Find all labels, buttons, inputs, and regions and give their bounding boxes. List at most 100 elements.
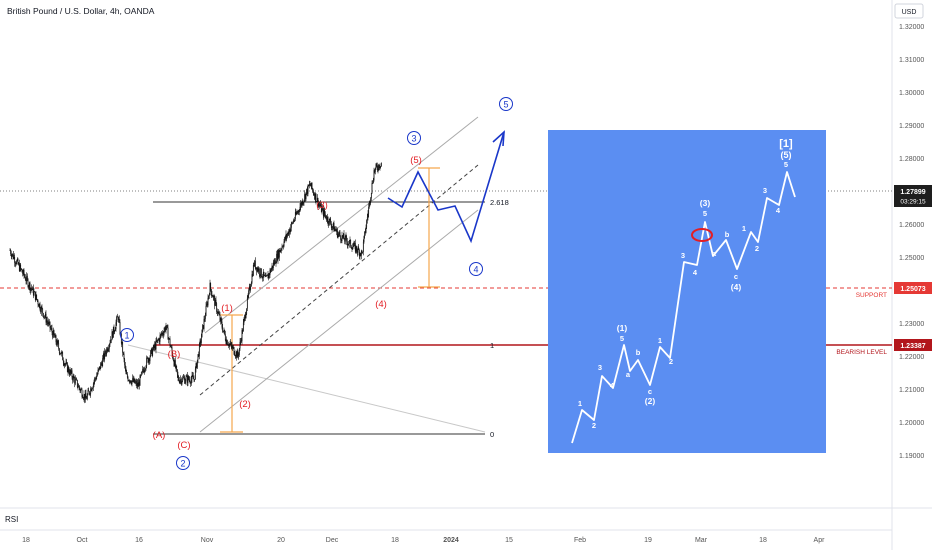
- candle-body: [89, 393, 91, 395]
- candle-body: [268, 273, 270, 279]
- candle-body: [63, 362, 65, 366]
- candle-body: [228, 345, 230, 347]
- candle-body: [188, 376, 190, 380]
- candle-body: [380, 162, 382, 167]
- candle-body: [260, 268, 262, 276]
- candle-body: [145, 366, 147, 370]
- candle-body: [318, 203, 320, 207]
- svg-text:4: 4: [473, 265, 478, 275]
- candle-body: [371, 183, 373, 193]
- countdown-value: 03:29:15: [900, 199, 926, 206]
- candle-body: [292, 222, 294, 224]
- candle-body: [230, 342, 232, 346]
- candle-body: [178, 377, 180, 381]
- candle-body: [118, 318, 120, 322]
- candle-body: [218, 311, 220, 314]
- candle-body: [266, 274, 268, 276]
- candle-body: [196, 359, 198, 368]
- candle-body: [9, 250, 11, 251]
- bearish-price-tag[interactable]: 1.23387: [894, 339, 932, 351]
- currency-button[interactable]: USD: [894, 3, 924, 19]
- candle-body: [364, 231, 366, 237]
- candle-body: [356, 246, 358, 252]
- candle-body: [288, 229, 290, 235]
- candle-body: [17, 259, 19, 265]
- candle-body: [249, 286, 251, 290]
- candles: [9, 162, 382, 404]
- candle-body: [76, 379, 78, 380]
- candle-body: [283, 241, 285, 247]
- candle-body: [53, 330, 55, 335]
- candle-body: [46, 320, 48, 323]
- candle-body: [113, 326, 115, 333]
- candle-body: [202, 325, 204, 330]
- candle-body: [183, 377, 185, 379]
- candle-body: [355, 246, 357, 252]
- candle-body: [31, 288, 33, 291]
- candle-body: [293, 220, 295, 222]
- candle-body: [193, 379, 195, 380]
- candle-body: [134, 382, 136, 384]
- svg-text:5: 5: [503, 100, 508, 110]
- candle-body: [292, 220, 294, 224]
- candle-body: [149, 356, 151, 362]
- candle-body: [351, 247, 353, 250]
- candle-body: [75, 378, 77, 380]
- candle-body: [186, 375, 188, 383]
- rsi-label[interactable]: RSI: [5, 515, 18, 524]
- candle-body: [95, 378, 97, 380]
- candle-body: [220, 318, 222, 322]
- candle-body: [163, 330, 165, 335]
- candle-body: [96, 373, 98, 376]
- candle-body: [305, 192, 307, 200]
- candle-body: [286, 234, 288, 237]
- candle-body: [162, 332, 164, 335]
- wave-label-blue-1: 1: [120, 328, 134, 342]
- candle-body: [246, 308, 248, 315]
- candle-body: [253, 264, 255, 266]
- candle-body: [362, 252, 364, 253]
- candle-body: [308, 184, 310, 187]
- candle-body: [26, 275, 28, 282]
- candle-body: [142, 369, 144, 372]
- support-price-tag[interactable]: 1.25073: [894, 282, 932, 294]
- candle-body: [42, 308, 44, 314]
- candle-body: [224, 329, 226, 335]
- candle-body: [171, 347, 173, 353]
- candle-body: [186, 375, 188, 377]
- candle-body: [108, 348, 110, 350]
- candle-body: [312, 190, 314, 194]
- candle-body: [334, 228, 336, 231]
- current-price-tag[interactable]: 1.27899 03:29:15: [894, 185, 932, 207]
- inset-label-1c: 1: [742, 224, 746, 233]
- candle-body: [276, 253, 278, 263]
- candle-body: [121, 341, 123, 344]
- candle-body: [226, 340, 228, 345]
- candle-body: [98, 368, 100, 370]
- candle-body: [320, 203, 322, 213]
- candle-body: [92, 387, 94, 389]
- candle-body: [262, 277, 264, 279]
- inset-label-3b: 3: [681, 251, 685, 260]
- candle-body: [130, 382, 132, 384]
- candle-body: [172, 358, 174, 361]
- candle-body: [116, 316, 118, 323]
- candle-body: [166, 325, 168, 328]
- candle-body: [333, 223, 335, 232]
- x-tick-label: 18: [22, 537, 30, 544]
- candle-body: [28, 286, 30, 287]
- wave-label-red-5: (5): [410, 155, 422, 166]
- candle-body: [223, 329, 225, 331]
- candle-body: [20, 264, 22, 269]
- candle-body: [370, 192, 372, 199]
- candle-body: [88, 390, 90, 392]
- candle-body: [190, 379, 192, 384]
- y-axis[interactable]: 1.320001.310001.300001.290001.280001.270…: [899, 24, 924, 460]
- candle-body: [10, 250, 12, 254]
- x-axis[interactable]: 18 Oct 16 Nov 20 Dec 18 2024 15 Feb 19 Mar 18 Apr: [22, 537, 825, 544]
- candle-body: [194, 379, 196, 380]
- candle-body: [70, 370, 72, 373]
- candle-body: [217, 311, 219, 314]
- wave-label-blue-4: 4: [469, 262, 483, 276]
